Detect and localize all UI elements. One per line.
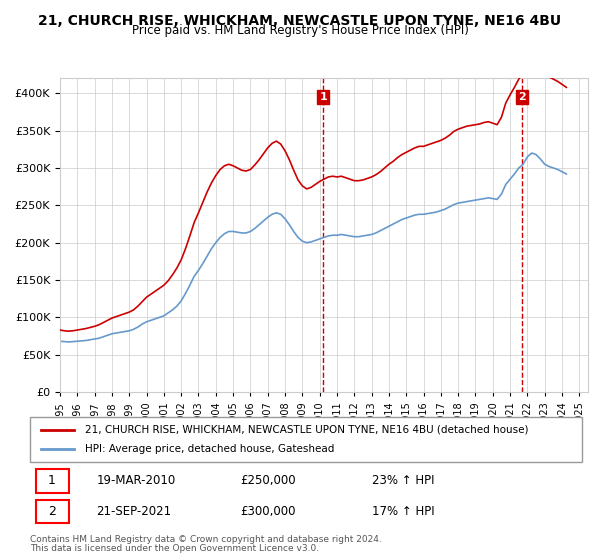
- Text: 21, CHURCH RISE, WHICKHAM, NEWCASTLE UPON TYNE, NE16 4BU (detached house): 21, CHURCH RISE, WHICKHAM, NEWCASTLE UPO…: [85, 424, 529, 435]
- Text: 21, CHURCH RISE, WHICKHAM, NEWCASTLE UPON TYNE, NE16 4BU: 21, CHURCH RISE, WHICKHAM, NEWCASTLE UPO…: [38, 14, 562, 28]
- Text: Contains HM Land Registry data © Crown copyright and database right 2024.: Contains HM Land Registry data © Crown c…: [30, 535, 382, 544]
- Text: 17% ↑ HPI: 17% ↑ HPI: [372, 505, 435, 518]
- Text: £250,000: £250,000: [240, 474, 295, 487]
- Text: 1: 1: [319, 92, 327, 102]
- Text: 23% ↑ HPI: 23% ↑ HPI: [372, 474, 435, 487]
- Text: £300,000: £300,000: [240, 505, 295, 518]
- Text: This data is licensed under the Open Government Licence v3.0.: This data is licensed under the Open Gov…: [30, 544, 319, 553]
- FancyBboxPatch shape: [35, 469, 68, 493]
- Text: Price paid vs. HM Land Registry's House Price Index (HPI): Price paid vs. HM Land Registry's House …: [131, 24, 469, 36]
- Text: HPI: Average price, detached house, Gateshead: HPI: Average price, detached house, Gate…: [85, 445, 335, 455]
- Text: 21-SEP-2021: 21-SEP-2021: [96, 505, 172, 518]
- Text: 1: 1: [48, 474, 56, 487]
- Text: 2: 2: [48, 505, 56, 518]
- Text: 2: 2: [518, 92, 526, 102]
- FancyBboxPatch shape: [35, 500, 68, 523]
- FancyBboxPatch shape: [30, 417, 582, 462]
- Text: 19-MAR-2010: 19-MAR-2010: [96, 474, 175, 487]
